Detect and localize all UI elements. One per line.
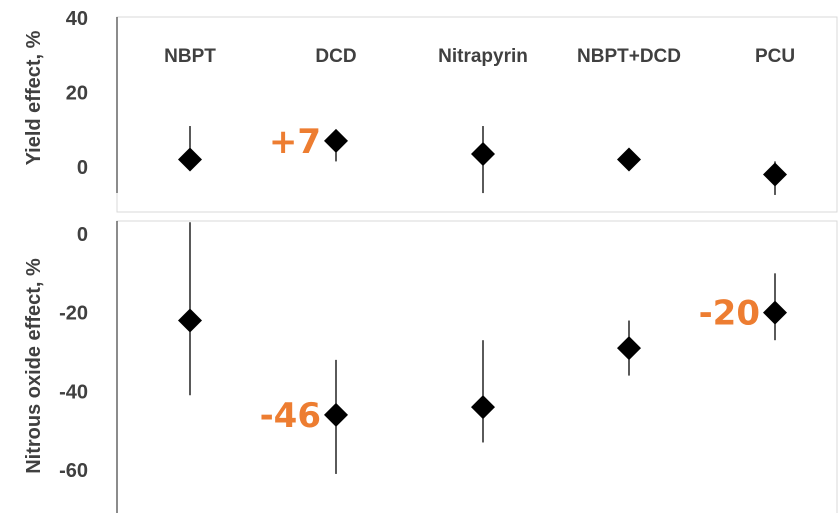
y-tick-label: -20	[59, 303, 88, 325]
category-label: NBPT	[164, 46, 216, 67]
y-tick-label: 40	[66, 8, 88, 30]
data-point-marker	[178, 308, 202, 333]
annotation-label: -46	[260, 396, 321, 436]
data-point-marker	[471, 141, 495, 166]
nitrous-oxide-panel: Nitrous oxide effect, % 0 -20 -40 -60 -46 -2…	[23, 220, 838, 513]
data-point-marker	[617, 336, 641, 361]
category-label: DCD	[315, 46, 356, 67]
y-tick-label: 0	[77, 224, 88, 246]
annotation-label: +7	[269, 122, 321, 162]
yield-panel: Yield effect, % 0 20 40 NBPT DCD Nitrapyrin N…	[23, 8, 838, 213]
category-label: Nitrapyrin	[438, 46, 528, 67]
yield-axis-title: Yield effect, %	[23, 30, 45, 165]
y-tick-label: 20	[66, 83, 88, 105]
data-point-marker	[617, 147, 641, 172]
category-label: PCU	[755, 46, 795, 67]
category-label: NBPT+DCD	[577, 46, 681, 67]
annotation-label: -20	[699, 294, 760, 334]
data-point-marker	[324, 128, 348, 153]
y-tick-label: -40	[59, 381, 88, 403]
nitrous-oxide-axis-title: Nitrous oxide effect, %	[23, 258, 45, 474]
data-point-marker	[763, 300, 787, 325]
y-tick-label: 0	[77, 157, 88, 179]
data-point-marker	[324, 402, 348, 427]
data-point-marker	[763, 162, 787, 187]
y-tick-label: -60	[59, 460, 88, 482]
data-point-marker	[471, 395, 495, 420]
data-point-marker	[178, 147, 202, 172]
nitrous-oxide-panel-frame	[116, 220, 838, 513]
